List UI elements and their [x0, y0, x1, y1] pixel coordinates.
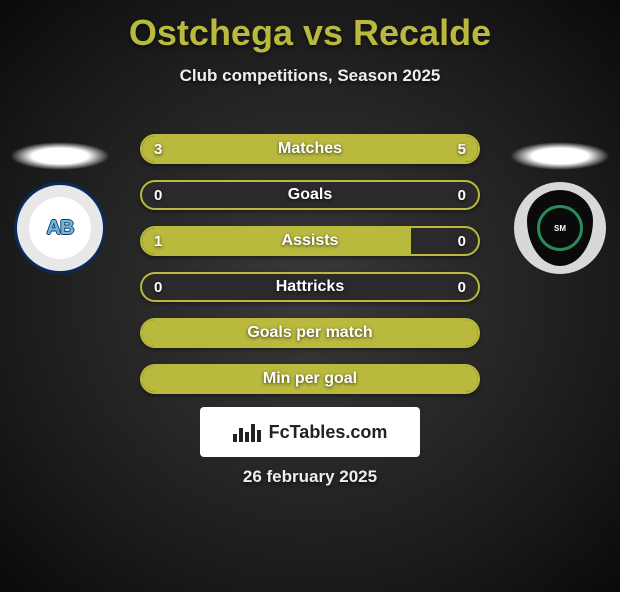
footer-date: 26 february 2025: [0, 467, 620, 487]
watermark: FcTables.com: [200, 407, 420, 457]
subtitle: Club competitions, Season 2025: [0, 66, 620, 86]
logo-shadow: [510, 142, 610, 170]
stat-bar: 35Matches: [140, 134, 480, 164]
stat-label: Min per goal: [142, 370, 478, 388]
watermark-bars-icon: [233, 422, 261, 442]
page-title: Ostchega vs Recalde: [0, 12, 620, 54]
left-team-block: AB: [10, 142, 110, 292]
stat-label: Goals per match: [142, 324, 478, 342]
right-badge-text: SM: [537, 205, 583, 251]
right-team-badge: SM: [514, 182, 606, 274]
stat-label: Hattricks: [142, 278, 478, 296]
stat-bar: 00Goals: [140, 180, 480, 210]
right-team-block: SM: [510, 142, 610, 292]
stat-bar: 00Hattricks: [140, 272, 480, 302]
left-team-badge: AB: [14, 182, 106, 274]
stat-bar: 10Assists: [140, 226, 480, 256]
watermark-text: FcTables.com: [269, 422, 388, 443]
logo-shadow: [10, 142, 110, 170]
stat-bar: Min per goal: [140, 364, 480, 394]
stat-bar: Goals per match: [140, 318, 480, 348]
stat-label: Goals: [142, 186, 478, 204]
stat-bars: 35Matches 00Goals 10Assists 00Hattricks Goal…: [140, 134, 480, 410]
stat-label: Assists: [142, 232, 478, 250]
stat-label: Matches: [142, 140, 478, 158]
left-badge-text: AB: [29, 197, 91, 259]
